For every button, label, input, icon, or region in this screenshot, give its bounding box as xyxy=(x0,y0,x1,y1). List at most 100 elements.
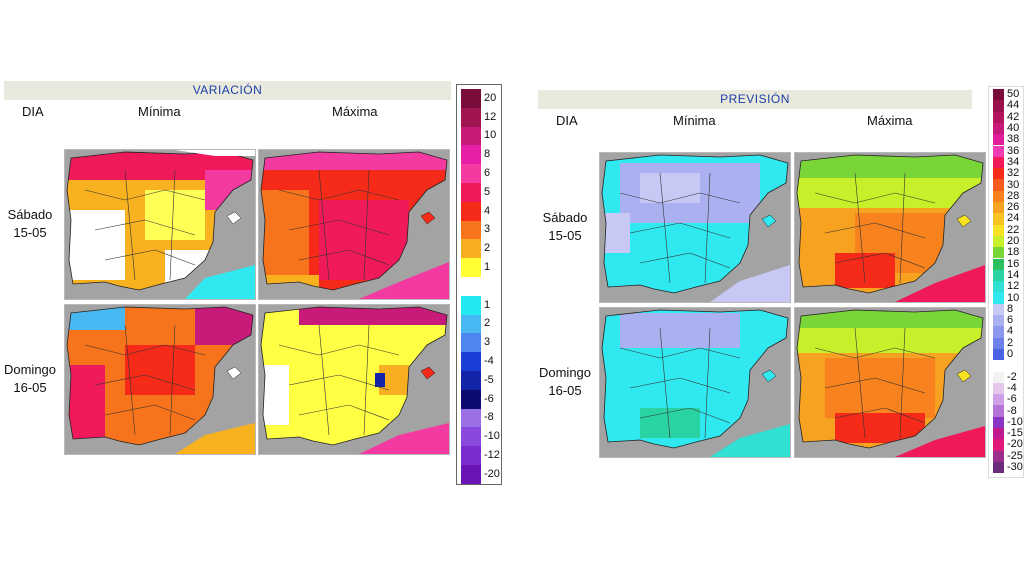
legend-item: 12 xyxy=(457,107,501,127)
legend-item: 0 xyxy=(989,348,1023,361)
legend-value: 12 xyxy=(484,110,497,123)
day-date: 15-05 xyxy=(548,228,582,243)
legend-value: 3 xyxy=(484,336,491,349)
legend-value: 12 xyxy=(1007,280,1020,293)
legend-item: 34 xyxy=(989,156,1023,169)
legend-item: 22 xyxy=(989,223,1023,236)
legend-swatch xyxy=(993,235,1004,248)
legend-item: 2 xyxy=(457,239,501,259)
variacion-col-max: Máxima xyxy=(332,104,378,119)
day-name: Domingo xyxy=(538,365,592,380)
legend-value: -5 xyxy=(484,373,494,386)
legend-swatch xyxy=(461,295,481,315)
legend-value: 32 xyxy=(1007,167,1020,180)
legend-value: 20 xyxy=(484,91,497,104)
legend-value: -8 xyxy=(1007,404,1017,417)
legend-item xyxy=(457,277,501,296)
prevision-row-label: Domingo 16-05 xyxy=(535,364,595,400)
legend-swatch xyxy=(993,450,1004,462)
legend-item: 18 xyxy=(989,247,1023,259)
variacion-legend: 20 12 10 8 6 5 4 3 2 1 1 2 3 -4 -5 -6 -8 -10 -12 -20 xyxy=(456,84,502,485)
legend-item: 20 xyxy=(989,235,1023,248)
legend-swatch xyxy=(993,145,1004,157)
legend-value: 3 xyxy=(484,223,491,236)
legend-item: 2 xyxy=(457,314,501,334)
legend-value: -2 xyxy=(1007,370,1017,383)
legend-item: -15 xyxy=(989,427,1023,440)
legend-swatch xyxy=(993,405,1004,417)
prevision-col-day: DIA xyxy=(556,113,578,128)
legend-value: 44 xyxy=(1007,99,1020,112)
legend-swatch xyxy=(993,190,1004,202)
legend-item: 28 xyxy=(989,189,1023,202)
legend-swatch xyxy=(993,100,1004,112)
legend-value: 4 xyxy=(484,204,491,217)
legend-value: 10 xyxy=(1007,291,1020,304)
legend-value: -8 xyxy=(484,411,494,424)
legend-swatch xyxy=(461,465,481,484)
legend-item: 38 xyxy=(989,134,1023,146)
legend-value: 6 xyxy=(484,167,491,180)
legend-value: 0 xyxy=(1007,348,1014,361)
legend-item: -6 xyxy=(989,393,1023,406)
legend-value: 50 xyxy=(1007,88,1020,101)
legend-item: 26 xyxy=(989,201,1023,214)
legend-item: 32 xyxy=(989,167,1023,180)
legend-swatch xyxy=(993,428,1004,440)
prevision-header: PREVISIÓN xyxy=(538,90,972,109)
legend-value: -6 xyxy=(484,392,494,405)
variacion-row-label: Sábado 15-05 xyxy=(0,206,60,242)
legend-swatch xyxy=(993,179,1004,191)
legend-item: 16 xyxy=(989,257,1023,270)
prevision-col-min: Mínima xyxy=(673,113,716,128)
legend-value: -30 xyxy=(1007,461,1023,474)
legend-swatch xyxy=(993,258,1004,270)
legend-swatch xyxy=(461,408,481,428)
legend-value: 6 xyxy=(1007,314,1014,327)
variacion-min-sun-map xyxy=(64,304,256,455)
legend-item: -30 xyxy=(989,461,1023,474)
legend-value: 22 xyxy=(1007,223,1020,236)
legend-swatch xyxy=(993,134,1004,146)
legend-value: 8 xyxy=(484,148,491,161)
legend-value: -10 xyxy=(484,430,500,443)
legend-item: -10 xyxy=(989,416,1023,428)
prevision-title: PREVISIÓN xyxy=(720,92,790,106)
legend-value: 14 xyxy=(1007,268,1020,281)
legend-value: 16 xyxy=(1007,257,1020,270)
legend-item: -20 xyxy=(457,465,501,484)
legend-swatch xyxy=(993,303,1004,315)
legend-swatch xyxy=(993,281,1004,293)
legend-swatch xyxy=(993,213,1004,225)
legend-item: 2 xyxy=(989,336,1023,349)
legend-swatch xyxy=(461,389,481,409)
legend-item: -8 xyxy=(989,404,1023,417)
legend-value: -12 xyxy=(484,449,500,462)
legend-item: 3 xyxy=(457,333,501,353)
variacion-col-day: DIA xyxy=(22,104,44,119)
legend-swatch xyxy=(461,239,481,259)
legend-item: -12 xyxy=(457,446,501,465)
prevision-legend: 50 44 42 40 38 36 34 32 30 28 26 24 22 20 18 16 14 12 10 8 6… xyxy=(988,86,1024,478)
variacion-title: VARIACIÓN xyxy=(192,83,263,97)
legend-item: 8 xyxy=(457,145,501,165)
legend-item: 4 xyxy=(989,326,1023,338)
legend-value: 2 xyxy=(1007,336,1014,349)
legend-item: -4 xyxy=(989,382,1023,395)
day-date: 16-05 xyxy=(548,383,582,398)
legend-value: -20 xyxy=(1007,438,1023,451)
legend-item: 30 xyxy=(989,178,1023,191)
legend-swatch xyxy=(993,360,1004,372)
prevision-min-sun-map xyxy=(599,307,791,458)
legend-swatch xyxy=(993,439,1004,451)
legend-value: 30 xyxy=(1007,178,1020,191)
prevision-col-max: Máxima xyxy=(867,113,913,128)
legend-item: 10 xyxy=(457,126,501,146)
legend-value: -15 xyxy=(1007,427,1023,440)
legend-value: 26 xyxy=(1007,201,1020,214)
legend-item: 50 xyxy=(989,88,1023,101)
legend-value: 28 xyxy=(1007,189,1020,202)
prevision-min-sat-map xyxy=(599,152,791,303)
legend-value: -6 xyxy=(1007,393,1017,406)
legend-swatch xyxy=(993,337,1004,349)
